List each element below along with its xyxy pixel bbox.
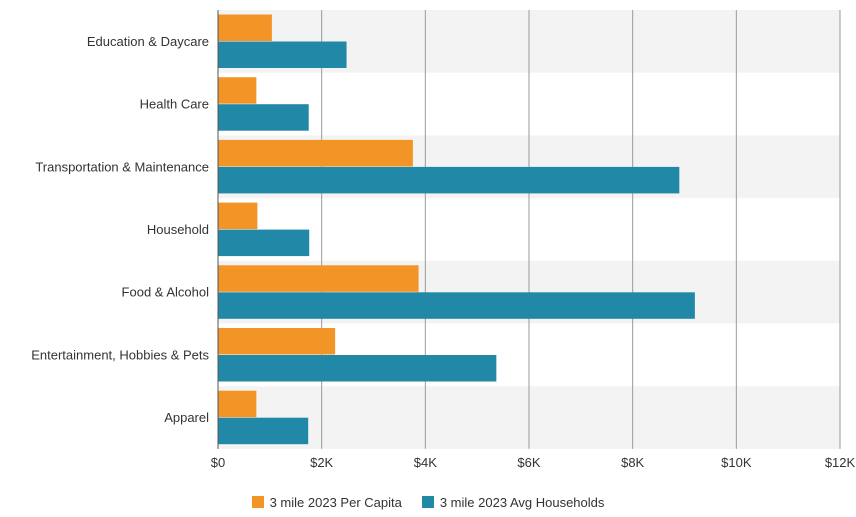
x-tick-label-6000: $6K xyxy=(517,455,540,470)
x-tick-label-10000: $10K xyxy=(721,455,752,470)
legend-item-avg-households[interactable]: 3 mile 2023 Avg Households xyxy=(421,494,605,510)
category-label-transportation-maintenance: Transportation & Maintenance xyxy=(35,159,209,174)
bar-apparel-avg-households[interactable] xyxy=(218,417,309,445)
bar-apparel-per-capita[interactable] xyxy=(218,390,257,418)
bar-health-care-per-capita[interactable] xyxy=(218,77,257,104)
category-label-entertainment-hobbies-pets: Entertainment, Hobbies & Pets xyxy=(31,347,209,362)
bar-household-avg-households[interactable] xyxy=(218,229,310,257)
x-tick-label-2000: $2K xyxy=(310,455,333,470)
x-tick-label-8000: $8K xyxy=(621,455,644,470)
bar-entertainment-hobbies-pets-avg-households[interactable] xyxy=(218,355,497,382)
category-labels: Education & Daycare Health Care Transporta… xyxy=(31,34,209,425)
category-label-education-daycare: Education & Daycare xyxy=(87,34,209,49)
category-label-food-alcohol: Food & Alcohol xyxy=(122,285,210,300)
legend: 3 mile 2023 Per Capita 3 mile 2023 Avg H… xyxy=(0,492,856,512)
legend-swatch-avg-households xyxy=(421,496,434,508)
category-label-health-care: Health Care xyxy=(140,97,209,112)
bars xyxy=(218,14,695,445)
bar-transportation-maintenance-avg-households[interactable] xyxy=(218,166,680,194)
bar-chart: Education & Daycare Health Care Transporta… xyxy=(31,10,856,470)
legend-label-avg-households: 3 mile 2023 Avg Households xyxy=(439,494,605,510)
x-tick-label-4000: $4K xyxy=(414,455,437,470)
legend-label-per-capita: 3 mile 2023 Per Capita xyxy=(269,494,402,510)
bar-transportation-maintenance-per-capita[interactable] xyxy=(218,139,413,167)
category-label-apparel: Apparel xyxy=(164,410,209,425)
x-tick-label-0: $0 xyxy=(211,455,225,470)
bar-education-daycare-per-capita[interactable] xyxy=(218,14,272,42)
bar-food-alcohol-avg-households[interactable] xyxy=(218,292,695,319)
x-tick-label-12000: $12K xyxy=(825,455,856,470)
x-axis-tick-labels: $0 $2K $4K $6K $8K $10K $12K xyxy=(211,455,856,470)
legend-item-per-capita[interactable]: 3 mile 2023 Per Capita xyxy=(251,494,402,510)
bar-food-alcohol-per-capita[interactable] xyxy=(218,265,419,292)
category-label-household: Household xyxy=(147,222,209,237)
legend-swatch-per-capita xyxy=(251,496,264,508)
gridlines xyxy=(217,10,841,449)
bar-education-daycare-avg-households[interactable] xyxy=(218,41,347,69)
bar-household-per-capita[interactable] xyxy=(218,202,258,230)
bar-health-care-avg-households[interactable] xyxy=(218,104,309,131)
bar-entertainment-hobbies-pets-per-capita[interactable] xyxy=(218,328,336,355)
